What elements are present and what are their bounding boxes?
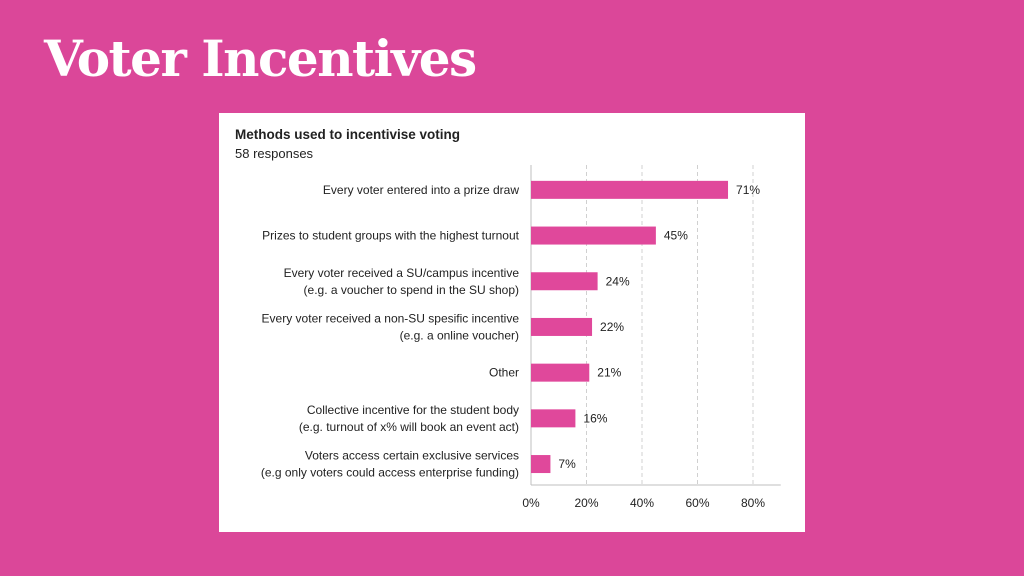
data-label: 21% [597,366,621,380]
x-tick-label: 40% [630,496,654,510]
category-label: Every voter received a non-SU spesific i… [262,311,520,342]
category-label-line: (e.g. a online voucher) [400,328,519,342]
slide-title: Voter Incentives [44,29,477,88]
category-label-line: Every voter entered into a prize draw [323,183,519,197]
bar [531,409,576,428]
bar [531,317,593,336]
category-label: Collective incentive for the student bod… [299,403,519,434]
data-label: 71% [736,183,760,197]
bar [531,180,729,199]
category-label-line: Every voter received a non-SU spesific i… [262,311,520,325]
category-label: Other [489,366,519,380]
x-tick-label: 20% [574,496,598,510]
bar [531,226,656,245]
category-label-line: Other [489,366,519,380]
chart-subtitle: 58 responses [235,146,314,161]
x-tick-label: 80% [741,496,765,510]
category-label: Prizes to student groups with the highes… [262,229,519,243]
x-tick-label: 60% [685,496,709,510]
category-label-line: (e.g only voters could access enterprise… [261,466,519,480]
category-label-line: (e.g. a voucher to spend in the SU shop) [304,283,519,297]
data-label: 22% [600,320,624,334]
data-label: 24% [606,274,630,288]
category-label: Every voter entered into a prize draw [323,183,519,197]
data-label: 45% [664,229,688,243]
category-label-line: Prizes to student groups with the highes… [262,229,519,243]
data-label: 7% [558,457,576,471]
chart-title: Methods used to incentivise voting [235,127,461,142]
bar [531,455,551,474]
chart-card: Methods used to incentivise voting 58 re… [219,113,805,532]
category-label: Voters access certain exclusive services… [261,449,519,480]
bar [531,363,590,382]
category-label-line: Voters access certain exclusive services [305,449,519,463]
category-label-line: Every voter received a SU/campus incenti… [284,266,520,280]
category-label-line: Collective incentive for the student bod… [307,403,519,417]
data-label: 16% [583,411,607,425]
category-label-line: (e.g. turnout of x% will book an event a… [299,420,519,434]
bar-chart: 0% 20% 40% 60% 80% Every voter entered into a… [261,165,781,510]
x-tick-label: 0% [522,496,540,510]
bar [531,272,598,291]
category-label: Every voter received a SU/campus incenti… [284,266,520,297]
